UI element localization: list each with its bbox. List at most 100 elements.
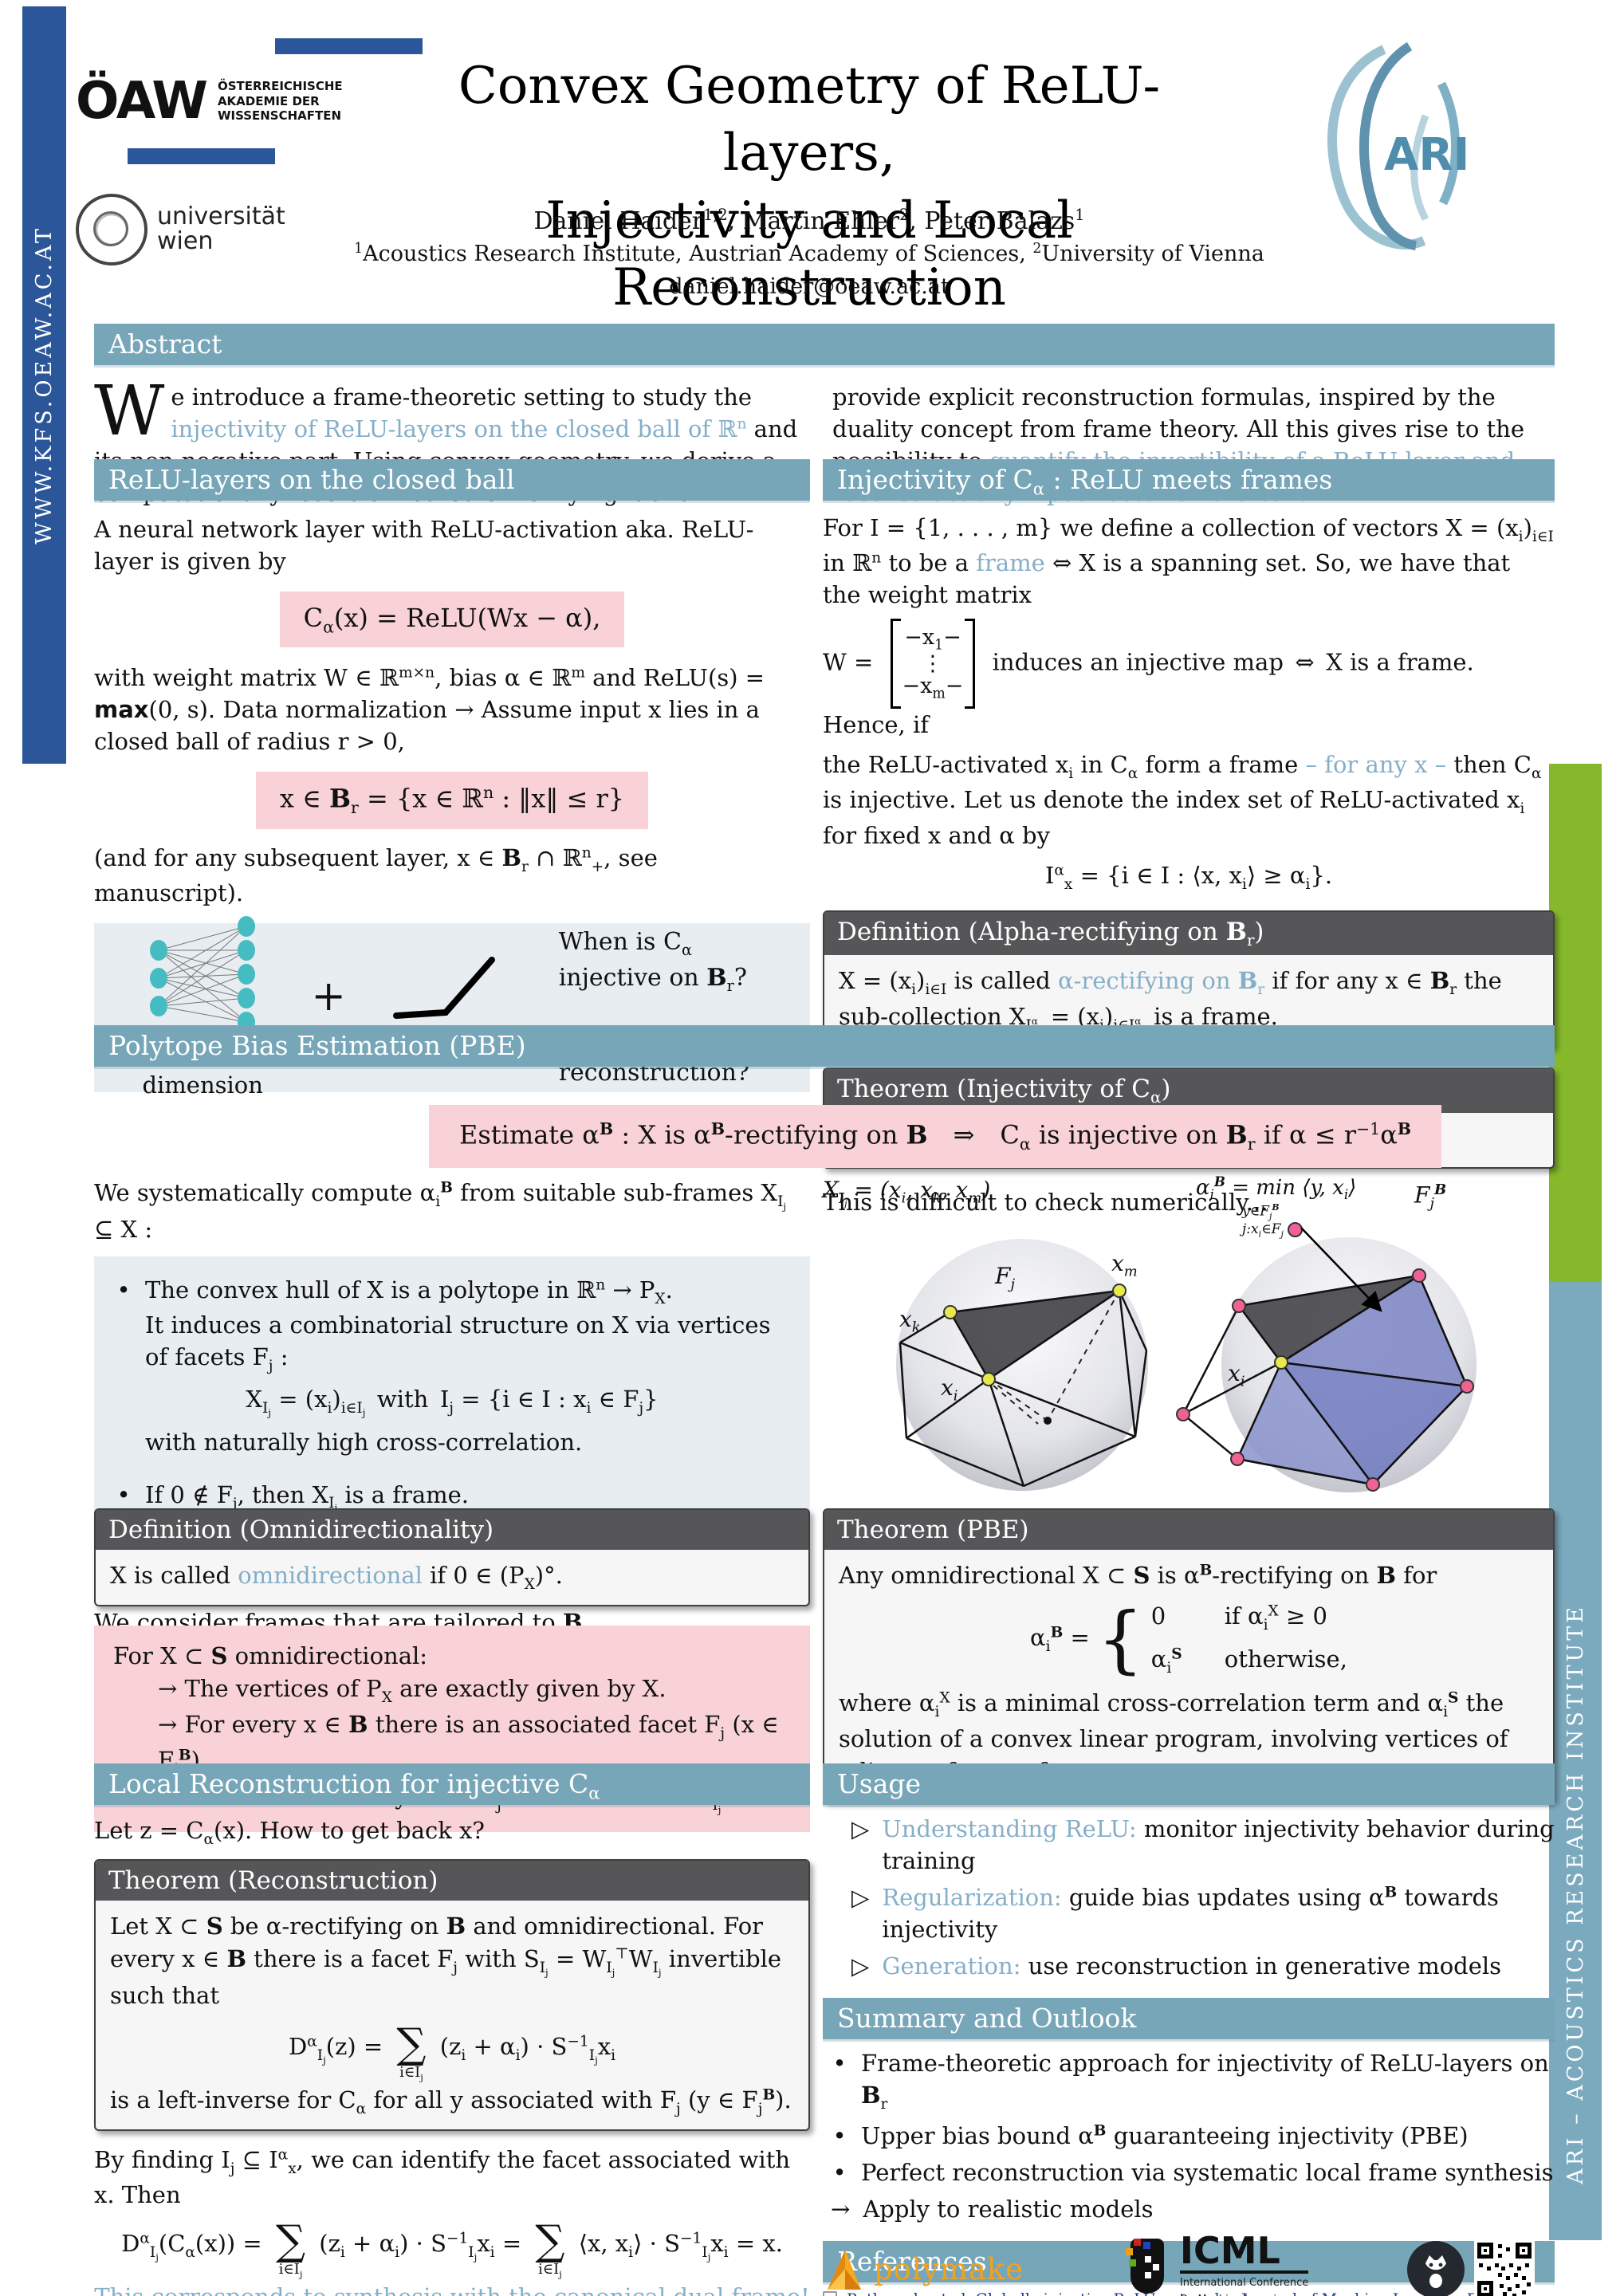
triangle-bullet-icon: ▷ [851, 1952, 870, 1980]
cases-brace: { [1097, 1595, 1144, 1681]
bullet-icon: • [832, 2158, 847, 2186]
institute-label: ARI – ACOUSTICS RESEARCH INSTITUTE [1563, 1604, 1588, 2184]
summary-item: → Apply to realistic models [831, 2193, 1555, 2225]
figure-vertex-xi-right: xi [1228, 1360, 1245, 1390]
section-injectivity-title: Injectivity of Cα : ReLU meets frames [837, 464, 1333, 499]
oaw-name-line3: WISSENSCHAFTEN [217, 108, 342, 124]
usage-summary-block: Usage ▷ Understanding ReLU: monitor injec… [823, 1763, 1555, 2296]
figure-alpha-formula: αiB = min ⟨y, xi⟩ y∈FjB j:xi∈Fj [1196, 1174, 1356, 1240]
question-injectivity: When is Cα injective on Br? [558, 928, 747, 995]
oaw-name-line1: ÖSTERREICHISCHE [217, 78, 343, 93]
github-qr-group [1406, 2239, 1535, 2296]
triangle-bullet-icon: ▷ [851, 1815, 870, 1842]
theorem-pbe-cases: αiB = { 0 if αiX ≥ 0 αiS otherwise, [839, 1600, 1539, 1680]
motivation-panel: increasing dimension + sparsification Wh… [94, 915, 810, 1099]
pbe-estimate-box: Estimate αB : X is αB-rectifying on B ⇒ … [429, 1105, 1442, 1169]
definition-omni-body: X is called omnidirectional if 0 ∈ (PX)°… [110, 1562, 563, 1593]
footer-logos: polymake ICML International Conference O… [821, 2232, 1535, 2296]
ari-logo: ARI [1290, 40, 1481, 263]
bullet-icon: • [116, 1480, 131, 1508]
case-2-condition: otherwise, [1224, 1645, 1347, 1673]
affiliation: 1Acoustics Research Institute, Austrian … [354, 241, 1264, 266]
oaw-logo-bar-bottom [128, 148, 275, 164]
canonical-dual-note: This corresponds to synthesis with the c… [94, 2281, 810, 2296]
pbe-intro: We systematically compute αiB from suita… [94, 1179, 787, 1243]
reference-entry: Puthawala et al. Globally injective ReLU… [823, 2289, 1555, 2296]
icml-wordmark: ICML [1179, 2232, 1309, 2274]
theorem-reconstruction: Theorem (Reconstruction) Let X ⊂ S be α-… [94, 1859, 810, 2131]
pbe-bullet-1: • The convex hull of X is a polytope in … [115, 1274, 789, 1377]
left-sidebar: WWW.KFS.OEAW.AC.AT [22, 6, 66, 764]
title-line-1: Convex Geometry of ReLU-layers, [458, 57, 1161, 183]
usage-item: ▷ Generation: use reconstruction in gener… [851, 1950, 1555, 1982]
icml-mic-icon [1125, 2239, 1164, 2294]
definition-omni-header: Definition (Omnidirectionality) [96, 1510, 808, 1550]
uni-wien-wordmark: universität wien [157, 202, 285, 255]
usage-item-3-text: Generation: use reconstruction in genera… [882, 1952, 1502, 1980]
omni-item-1: → The vertices of PX are exactly given b… [158, 1674, 667, 1706]
section-summary: Summary and Outlook [823, 1998, 1555, 2040]
bullet-icon: • [832, 2121, 847, 2149]
figure-vertex-xm: xm [1111, 1250, 1138, 1280]
pbe-bullet-2-text: If 0 ∉ Fj, then XIj is a frame. [145, 1480, 470, 1515]
inj-p2: the ReLU-activated xi in Cα form a frame… [823, 751, 1542, 849]
summary-item: • Perfect reconstruction via systematic l… [831, 2156, 1555, 2188]
section-summary-title: Summary and Outlook [837, 2003, 1137, 2035]
summary-item-3-text: Perfect reconstruction via systematic lo… [861, 2158, 1554, 2186]
figure-alpha-limit-1: y∈FjB [1242, 1201, 1280, 1221]
summary-item: • Frame-theoretic approach for injectivit… [831, 2047, 1555, 2114]
section-abstract: Abstract [94, 324, 1555, 365]
figure-facet-ball-label: FjB [1414, 1181, 1447, 1212]
pbe-bullet-1b: with naturally high cross-correlation. [145, 1428, 583, 1456]
section-pbe: Polytope Bias Estimation (PBE) [94, 1025, 1555, 1067]
uni-wien-seal-icon [76, 194, 147, 265]
figure-vertex-xi: xi [941, 1374, 958, 1405]
neural-network-icon [150, 915, 256, 1032]
oaw-acronym: ÖAW [76, 72, 208, 131]
theorem-reconstruction-body2: is a left-inverse for Cα for all y assoc… [110, 2086, 792, 2117]
usage-item: ▷ Understanding ReLU: monitor injectivity… [851, 1813, 1555, 1877]
difficult-note: This is difficult to check numerically..… [823, 1189, 1268, 1217]
ball-formula: x ∈ Br = {x ∈ ℝn : ‖x‖ ≤ r} [255, 772, 649, 829]
polymake-logo: polymake [821, 2245, 1024, 2294]
section-abstract-title: Abstract [108, 328, 222, 360]
right-sidebar-green [1549, 764, 1602, 1282]
recon-p1: Let z = Cα(x). How to get back x? [94, 1817, 485, 1848]
summary-item-4-text: Apply to realistic models [863, 2195, 1154, 2223]
section-usage: Usage [823, 1763, 1555, 1805]
oaw-logo: ÖAW ÖSTERREICHISCHE AKADEMIE DER WISSENS… [76, 38, 427, 164]
title-line-2: Injectivity and Local Reconstruction [545, 191, 1073, 318]
polytope-spheres-graphic [896, 1227, 1477, 1492]
reconstruction-formula: DαIj(z) = ∑ i∈Ij (zi + αi) · S−1Ijxi [288, 2019, 616, 2083]
right-sidebar-blue: ARI – ACOUSTICS RESEARCH INSTITUTE [1549, 1282, 1602, 2240]
cases-lhs: αiB = [1030, 1624, 1090, 1656]
github-octocat-icon [1407, 2240, 1465, 2296]
pbe-bullet-2: • If 0 ∉ Fj, then XIj is a frame. [115, 1479, 789, 1516]
arrow-bullet-icon: → [831, 2195, 851, 2223]
bullet-icon: • [832, 2050, 847, 2078]
qr-code-icon [1474, 2239, 1535, 2296]
uni-wien-logo: universität wien [76, 194, 285, 265]
icml-logo: ICML International Conference On Machine… [1121, 2232, 1309, 2296]
plus-sign: + [311, 972, 346, 1020]
section-relu-layers-title: ReLU-layers on the closed ball [108, 464, 515, 495]
ari-swirl-icon [1327, 41, 1461, 250]
summary-item-1-text: Frame-theoretic approach for injectivity… [861, 2050, 1549, 2113]
definition-omnidirectionality: Definition (Omnidirectionality) X is cal… [94, 1508, 810, 1606]
dropcap: W [94, 372, 165, 451]
polymake-triangle-icon [828, 2249, 861, 2290]
pbe-bullet-1-formula: XIj = (xi)i∈Ij with Ij = {i ∈ I : xi ∈ F… [246, 1385, 659, 1419]
poster-title: Convex Geometry of ReLU-layers, Injectiv… [375, 53, 1244, 322]
figure-facet-label: Fj [995, 1263, 1015, 1293]
icml-subtitle-1: International Conference [1179, 2277, 1309, 2289]
case-1-condition: if αiX ≥ 0 [1224, 1602, 1327, 1634]
usage-item-1-text: Understanding ReLU: monitor injectivity … [882, 1815, 1555, 1875]
section-pbe-title: Polytope Bias Estimation (PBE) [108, 1030, 526, 1061]
oaw-logo-bar-top [275, 38, 423, 54]
case-1-value: 0 [1150, 1602, 1166, 1630]
ari-logo-text: ARI [1384, 129, 1470, 181]
section-relu-layers: ReLU-layers on the closed ball [94, 459, 810, 501]
icml-subtitle-2: On Machine Learning [1180, 2294, 1308, 2296]
theorem-reconstruction-header: Theorem (Reconstruction) [96, 1861, 808, 1901]
